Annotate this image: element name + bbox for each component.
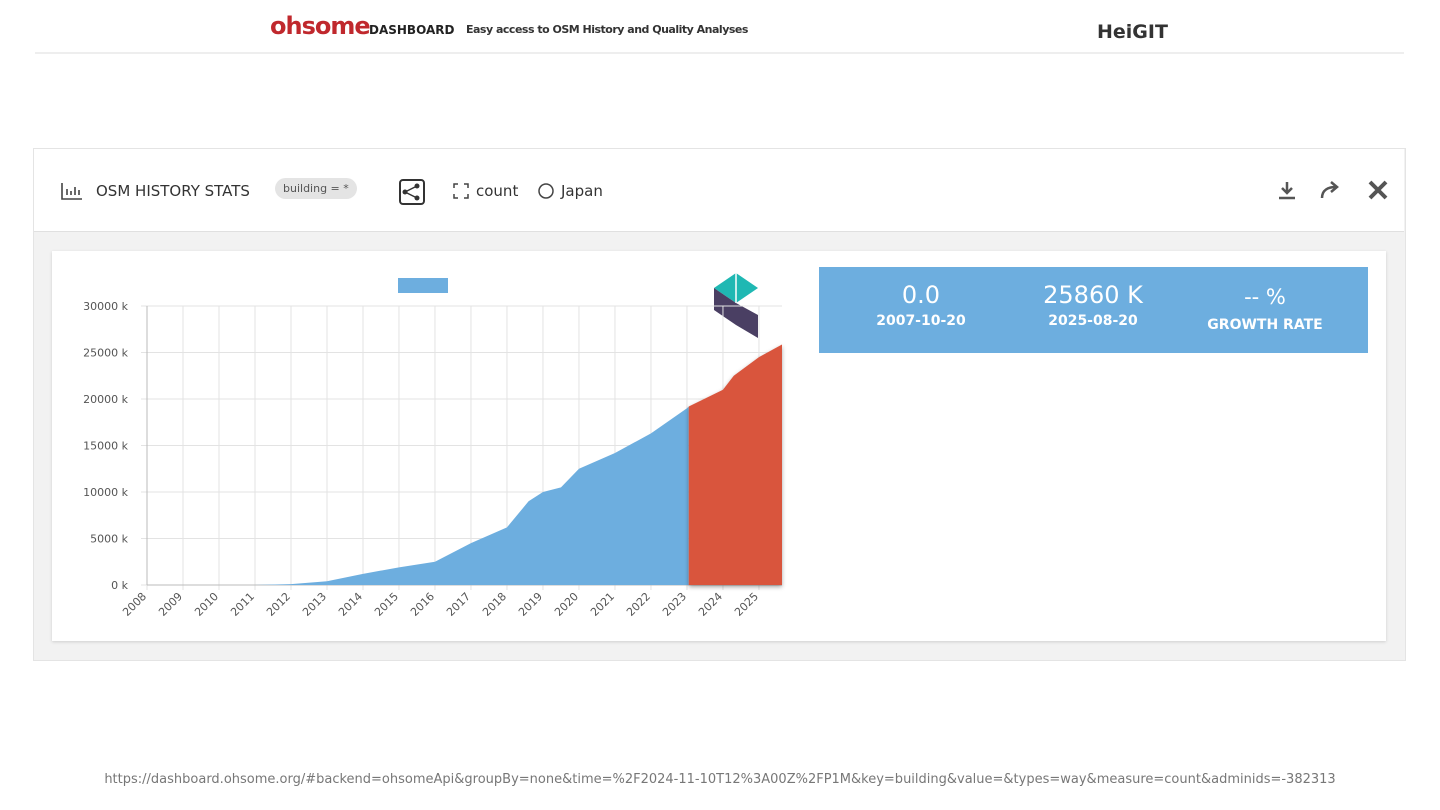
- x-tick-label: 2011: [228, 590, 257, 619]
- x-tick-label: 2016: [408, 590, 437, 619]
- logo[interactable]: ohsome: [270, 12, 371, 40]
- x-tick-label: 2014: [336, 590, 365, 619]
- download-button[interactable]: [1279, 182, 1295, 200]
- x-tick-label: 2008: [120, 590, 149, 619]
- region: Japan: [561, 182, 603, 200]
- stat-value: 0.0: [901, 281, 941, 309]
- tagline: Easy access to OSM History and Quality A…: [466, 23, 748, 36]
- panel-header: [34, 149, 1404, 232]
- stat-label: 2025-08-20: [1048, 313, 1138, 329]
- y-tick-label: 20000 k: [83, 393, 128, 406]
- x-tick-label: 2009: [156, 590, 185, 619]
- panel-title: OSM HISTORY STATS: [96, 182, 250, 200]
- x-tick-label: 2012: [264, 590, 293, 619]
- y-tick-label: 5000 k: [90, 533, 128, 546]
- x-tick-label: 2021: [588, 590, 617, 619]
- stats-card: 0.0 2007-10-20 25860 K 2025-08-20 -- % GROWTH…: [819, 267, 1368, 353]
- x-tick-label: 2025: [732, 590, 761, 619]
- share-map-icon[interactable]: [399, 179, 425, 205]
- panel-actions: [1279, 180, 1388, 200]
- region-icon: [538, 183, 554, 199]
- x-tick-label: 2023: [660, 590, 689, 619]
- area: [688, 344, 782, 585]
- legend-swatch: [398, 278, 448, 293]
- logo-sub: DASHBOARD: [369, 23, 455, 37]
- header-rule: [35, 52, 1404, 54]
- app-icon: [714, 273, 758, 338]
- chart-icon: [61, 183, 82, 200]
- measure-icon: [453, 183, 469, 199]
- stat-label: GROWTH RATE: [1207, 317, 1323, 333]
- x-tick-label: 2020: [552, 590, 581, 619]
- y-tick-label: 10000 k: [83, 486, 128, 499]
- chart: 0 k 5000 k 10000 k 15000 k 20000 k 25000 k 300…: [83, 273, 782, 619]
- y-tick-label: 0 k: [111, 579, 128, 592]
- stat-label: 2007-10-20: [876, 313, 966, 329]
- partner-logo[interactable]: HeiGIT: [1097, 21, 1168, 43]
- measure: count: [476, 182, 519, 200]
- y-tick-label: 30000 k: [83, 300, 128, 313]
- x-tick-label: 2018: [480, 590, 509, 619]
- x-tick-label: 2015: [372, 590, 401, 619]
- close-button[interactable]: [1368, 180, 1388, 200]
- area: [147, 406, 689, 585]
- x-tick-label: 2013: [300, 590, 329, 619]
- stat-value: -- %: [1244, 285, 1286, 309]
- share-button[interactable]: [1320, 181, 1339, 199]
- stat-value: 25860 K: [1043, 281, 1143, 309]
- x-tick-label: 2019: [516, 590, 545, 619]
- x-tick-label: 2024: [696, 590, 725, 619]
- url: https://dashboard.ohsome.org/#backend=oh…: [104, 772, 1336, 787]
- y-tick-label: 15000 k: [83, 440, 128, 453]
- x-tick-label: 2017: [444, 590, 473, 619]
- filter-chip[interactable]: building = *: [275, 178, 357, 199]
- x-tick-label: 2010: [192, 590, 221, 619]
- x-tick-label: 2022: [624, 590, 653, 619]
- y-tick-label: 25000 k: [83, 347, 128, 360]
